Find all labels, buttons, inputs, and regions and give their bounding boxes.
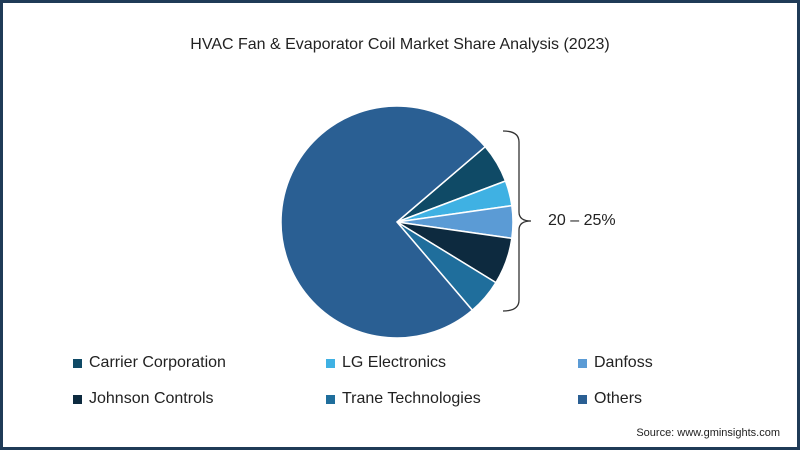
legend-swatch	[326, 358, 335, 368]
legend-swatch	[73, 394, 82, 404]
pie-slices	[280, 105, 514, 339]
chart-title: HVAC Fan & Evaporator Coil Market Share …	[190, 36, 610, 53]
legend-item: Others	[578, 390, 642, 408]
legend-swatch	[73, 358, 82, 368]
legend-swatch	[326, 394, 335, 404]
legend-item: Trane Technologies	[326, 390, 481, 408]
legend-label: Danfoss	[594, 354, 653, 371]
legend-label: Others	[594, 390, 643, 407]
share-annotation: 20 – 25%	[548, 212, 616, 229]
legend-item: LG Electronics	[326, 354, 446, 372]
legend-item: Danfoss	[578, 354, 653, 372]
pie-slice-others	[280, 105, 487, 339]
legend-label: LG Electronics	[342, 354, 447, 371]
share-bracket	[502, 130, 532, 312]
legend-item: Carrier Corporation	[73, 354, 226, 372]
source-note: Source: www.gminsights.com	[636, 427, 780, 439]
legend-label: Johnson Controls	[89, 390, 214, 407]
legend-swatch	[578, 394, 587, 404]
legend-label: Trane Technologies	[342, 390, 481, 407]
legend-swatch	[578, 358, 587, 368]
legend-label: Carrier Corporation	[89, 354, 226, 371]
legend-item: Johnson Controls	[73, 390, 214, 408]
